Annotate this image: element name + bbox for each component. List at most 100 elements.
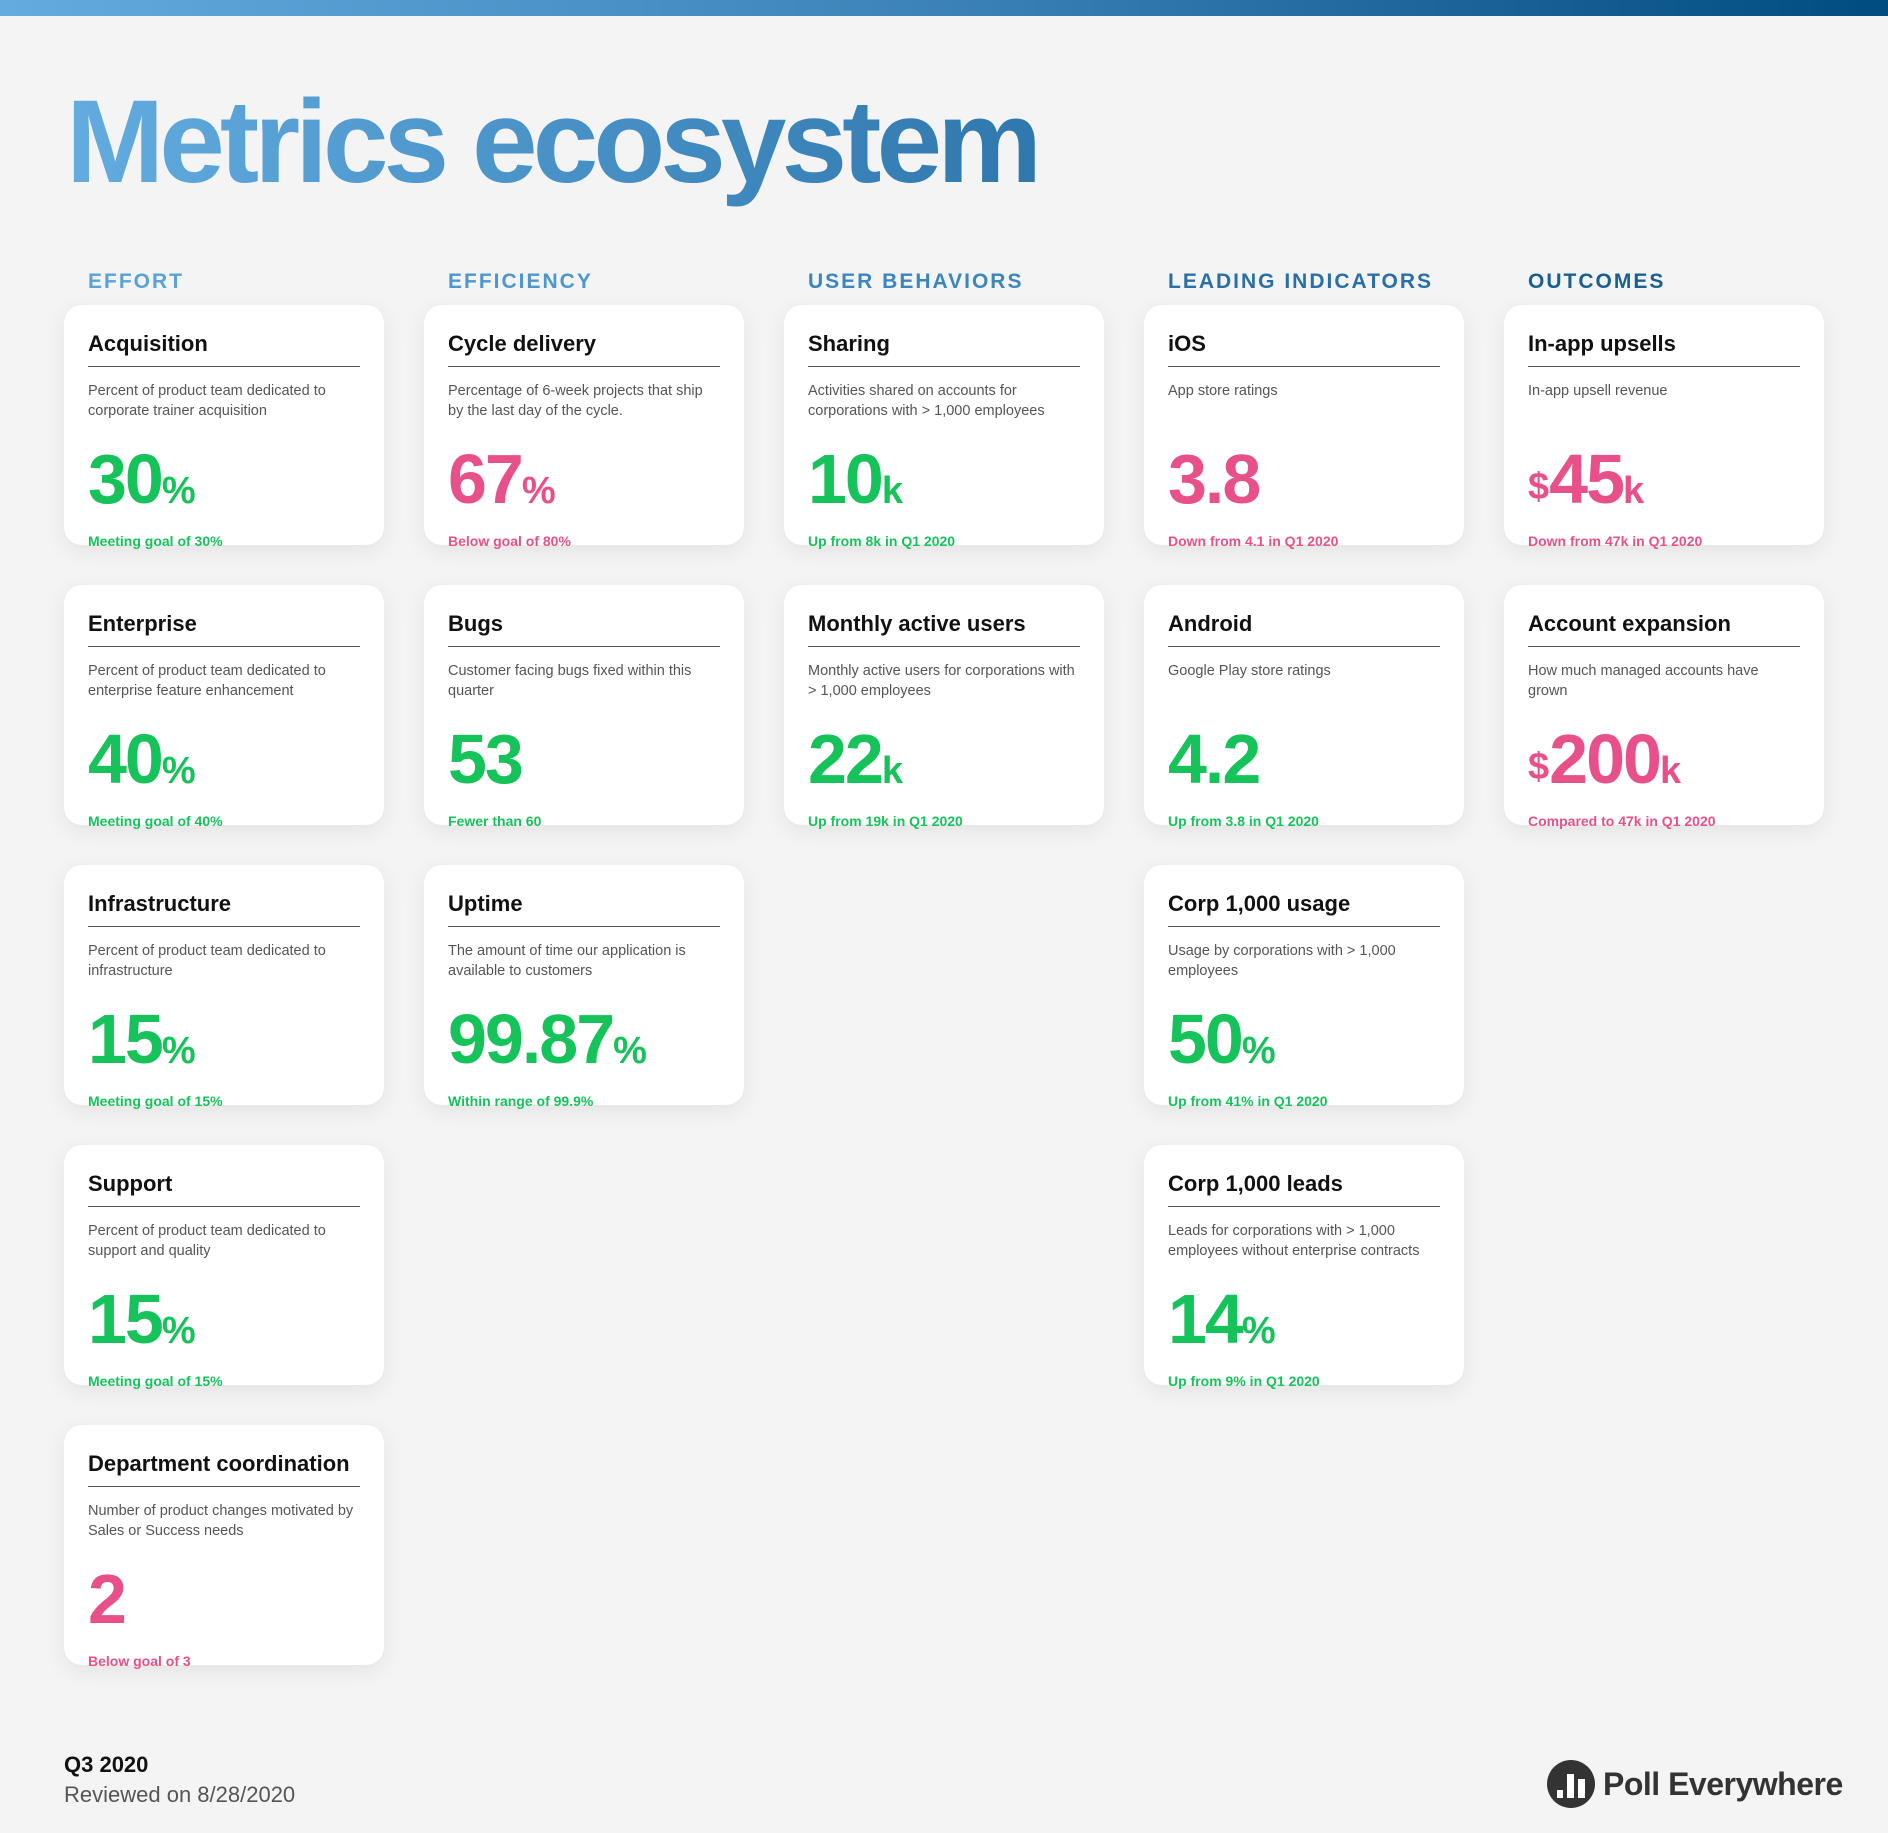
metric-title: Account expansion xyxy=(1528,611,1800,647)
value-unit: % xyxy=(161,470,196,512)
logo-text: Poll Everywhere xyxy=(1603,1765,1843,1802)
metric-title: Corp 1,000 leads xyxy=(1168,1171,1440,1207)
metric-card: Enterprise Percent of product team dedic… xyxy=(64,585,384,829)
metric-title: Support xyxy=(88,1171,360,1207)
metric-value: 14% xyxy=(1168,1283,1440,1367)
value-number: 2 xyxy=(88,1560,127,1638)
metric-description: Customer facing bugs fixed within this q… xyxy=(448,663,692,699)
metric-title: Monthly active users xyxy=(808,611,1080,647)
metric-card: Department coordination Number of produc… xyxy=(64,1425,384,1669)
metric-value: 67% xyxy=(448,443,720,527)
metric-value: 15% xyxy=(88,1003,360,1087)
value-unit: % xyxy=(521,470,556,512)
metric-status: Down from 4.1 in Q1 2020 xyxy=(1168,533,1339,549)
metric-status: Down from 47k in Q1 2020 xyxy=(1528,533,1703,549)
metric-value: 40% xyxy=(88,723,360,807)
value-unit: % xyxy=(161,1310,196,1352)
metric-title: In-app upsells xyxy=(1528,331,1800,367)
metric-card: In-app upsells In-app upsell revenue $45… xyxy=(1504,305,1824,549)
metric-status: Up from 9% in Q1 2020 xyxy=(1168,1373,1320,1389)
value-unit: % xyxy=(161,750,196,792)
metric-card: Sharing Activities shared on accounts fo… xyxy=(784,305,1104,549)
metric-title: iOS xyxy=(1168,331,1440,367)
value-unit: k xyxy=(1659,750,1682,792)
metric-value: 50% xyxy=(1168,1003,1440,1087)
bar-chart-circle-icon xyxy=(1547,1760,1595,1808)
metric-status: Up from 19k in Q1 2020 xyxy=(808,813,963,829)
metric-description: How much managed accounts have grown xyxy=(1528,663,1759,699)
metric-title: Corp 1,000 usage xyxy=(1168,891,1440,927)
metric-description: Monthly active users for corporations wi… xyxy=(808,663,1075,699)
metric-title: Sharing xyxy=(808,331,1080,367)
value-number: 15 xyxy=(88,1280,164,1358)
top-gradient-bar xyxy=(0,0,1888,16)
metric-value: 30% xyxy=(88,443,360,527)
value-number: 14 xyxy=(1168,1280,1244,1358)
metric-description: The amount of time our application is av… xyxy=(448,943,686,979)
metric-value: 99.87% xyxy=(448,1003,720,1087)
poll-everywhere-logo: Poll Everywhere xyxy=(1547,1760,1843,1808)
metric-description: Google Play store ratings xyxy=(1168,663,1331,679)
value-number: 10 xyxy=(808,440,884,518)
metric-title: Android xyxy=(1168,611,1440,647)
metric-card: Support Percent of product team dedicate… xyxy=(64,1145,384,1389)
metric-description: Percentage of 6-week projects that ship … xyxy=(448,383,703,419)
column-heading: USER BEHAVIORS xyxy=(808,270,1024,293)
metric-title: Infrastructure xyxy=(88,891,360,927)
metric-status: Meeting goal of 30% xyxy=(88,533,223,549)
metric-value: 4.2 xyxy=(1168,723,1440,807)
column-heading: OUTCOMES xyxy=(1528,270,1666,293)
metric-description: Percent of product team dedicated to ent… xyxy=(88,663,326,699)
currency-symbol: $ xyxy=(1528,746,1550,788)
metric-value: 22k xyxy=(808,723,1080,807)
value-unit: % xyxy=(1241,1310,1276,1352)
metric-value: 2 xyxy=(88,1563,360,1647)
metric-status: Up from 8k in Q1 2020 xyxy=(808,533,956,549)
metric-title: Department coordination xyxy=(88,1451,360,1487)
metric-card: Monthly active users Monthly active user… xyxy=(784,585,1104,829)
metric-description: Percent of product team dedicated to cor… xyxy=(88,383,326,419)
metric-title: Uptime xyxy=(448,891,720,927)
metric-status: Meeting goal of 15% xyxy=(88,1093,223,1109)
metric-status: Up from 41% in Q1 2020 xyxy=(1168,1093,1328,1109)
metric-title: Cycle delivery xyxy=(448,331,720,367)
column-heading: EFFICIENCY xyxy=(448,270,593,293)
value-unit: % xyxy=(161,1030,196,1072)
metric-card: Infrastructure Percent of product team d… xyxy=(64,865,384,1109)
metric-value: 15% xyxy=(88,1283,360,1367)
metric-value: 10k xyxy=(808,443,1080,527)
metric-value: $45k xyxy=(1528,443,1800,527)
metric-card: Corp 1,000 usage Usage by corporations w… xyxy=(1144,865,1464,1109)
value-number: 4.2 xyxy=(1168,720,1261,798)
metric-status: Meeting goal of 40% xyxy=(88,813,223,829)
metric-card: Uptime The amount of time our applicatio… xyxy=(424,865,744,1109)
metric-description: Number of product changes motivated by S… xyxy=(88,1503,354,1539)
page-title: Metrics ecosystem xyxy=(66,72,1042,214)
value-number: 15 xyxy=(88,1000,164,1078)
metric-status: Below goal of 80% xyxy=(448,533,571,549)
value-unit: % xyxy=(613,1030,647,1072)
metric-description: Percent of product team dedicated to inf… xyxy=(88,943,326,979)
value-number: 67 xyxy=(448,440,524,518)
value-unit: k xyxy=(881,750,904,792)
column-heading: EFFORT xyxy=(88,270,184,293)
metric-value: $200k xyxy=(1528,723,1800,807)
metric-value: 3.8 xyxy=(1168,443,1440,527)
metric-status: Meeting goal of 15% xyxy=(88,1373,223,1389)
metric-card: iOS App store ratings 3.8 Down from 4.1 … xyxy=(1144,305,1464,549)
metric-card: Account expansion How much managed accou… xyxy=(1504,585,1824,829)
value-number: 45 xyxy=(1549,440,1625,518)
metric-status: Fewer than 60 xyxy=(448,813,542,829)
metric-status: Compared to 47k in Q1 2020 xyxy=(1528,813,1716,829)
metric-card: Bugs Customer facing bugs fixed within t… xyxy=(424,585,744,829)
value-number: 99.87 xyxy=(448,1000,615,1078)
value-number: 3.8 xyxy=(1168,440,1261,518)
metric-value: 53 xyxy=(448,723,720,807)
metric-card: Acquisition Percent of product team dedi… xyxy=(64,305,384,549)
value-unit: k xyxy=(881,470,904,512)
value-number: 40 xyxy=(88,720,164,798)
metric-card: Corp 1,000 leads Leads for corporations … xyxy=(1144,1145,1464,1389)
metric-status: Below goal of 3 xyxy=(88,1653,191,1669)
currency-symbol: $ xyxy=(1528,466,1550,508)
value-unit: % xyxy=(1241,1030,1276,1072)
